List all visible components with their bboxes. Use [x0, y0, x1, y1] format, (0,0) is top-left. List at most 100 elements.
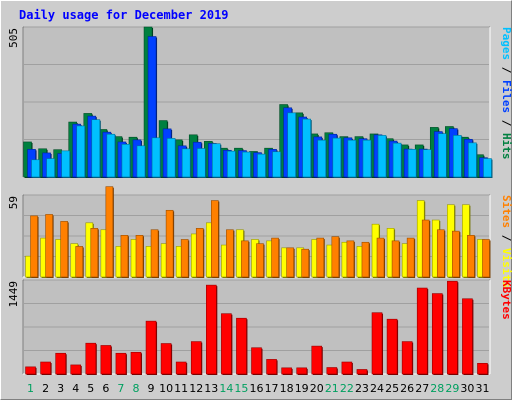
y-max-label: 59 [7, 196, 20, 209]
x-tick-label-24: 24 [370, 382, 384, 395]
panel-kbytes: 1449 KBytes [7, 279, 512, 375]
bar-kbytes-day-14 [221, 313, 232, 375]
bar-pages-day-4 [76, 125, 86, 178]
bar-kbytes-day-16 [251, 347, 262, 375]
bar-kbytes-day-10 [160, 343, 172, 375]
bar-kbytes-day-27 [416, 287, 428, 375]
x-tick-label-22: 22 [340, 382, 354, 395]
bar-pages-day-30 [468, 142, 477, 178]
x-axis-labels: 1 2 3 4 5 6 7 8 9 10 11 12 13 14 15 16 17 18 19 20 21 22 23 24 2… [27, 382, 489, 395]
x-tick-label-25: 25 [385, 382, 399, 395]
bar-kbytes-day-9 [145, 320, 157, 375]
y-max-label: 505 [7, 28, 20, 48]
bar-pages-day-8 [136, 145, 146, 178]
bar-kbytes-day-28 [431, 293, 443, 375]
y-max-label: 1449 [7, 281, 20, 308]
bar-sites-day-3 [60, 221, 68, 278]
bar-pages-day-23 [362, 139, 372, 178]
bar-pages-day-15 [242, 151, 251, 178]
bar-sites-day-1 [30, 215, 38, 278]
bar-kbytes-day-26 [401, 341, 413, 375]
bar-pages-day-18 [287, 112, 296, 178]
bar-sites-day-15 [241, 240, 249, 278]
bar-kbytes-day-3 [55, 352, 66, 375]
x-tick-label-31: 31 [475, 382, 489, 395]
panel-visits-sites: 59 Sites / Visits [7, 186, 512, 288]
bar-pages-day-29 [453, 135, 462, 178]
legend-separator: / [500, 113, 512, 133]
x-tick-label-28: 28 [430, 382, 444, 395]
bar-kbytes-day-30 [462, 298, 473, 375]
x-tick-label-2: 2 [42, 382, 49, 395]
x-tick-label-4: 4 [72, 382, 79, 395]
bar-kbytes-day-7 [115, 352, 127, 375]
bar-pages-day-2 [46, 158, 55, 178]
bar-kbytes-day-15 [236, 317, 247, 375]
bar-kbytes-day-13 [206, 284, 217, 375]
panel-pages-files-hits: 505 Pages / Files / Hits [7, 26, 512, 179]
x-tick-label-14: 14 [219, 382, 233, 395]
bar-sites-day-30 [467, 235, 475, 278]
bar-pages-day-28 [437, 133, 447, 178]
bar-pages-day-31 [483, 158, 492, 178]
legend-hits: Hits [500, 133, 512, 160]
x-tick-label-13: 13 [204, 382, 218, 395]
series-legend: Pages / Files / Hits [500, 27, 512, 160]
bar-pages-day-5 [91, 119, 101, 178]
bar-pages-day-27 [422, 149, 432, 178]
bar-kbytes-day-1 [25, 366, 36, 375]
bar-pages-day-20 [317, 139, 327, 178]
bar-kbytes-day-25 [386, 318, 398, 375]
bar-pages-day-16 [257, 153, 266, 178]
bar-pages-day-21 [332, 137, 342, 178]
bar-pages-day-25 [392, 142, 402, 178]
bar-sites-day-10 [165, 209, 174, 278]
x-tick-label-20: 20 [310, 382, 324, 395]
x-tick-label-21: 21 [325, 382, 339, 395]
bar-sites-day-2 [45, 214, 53, 278]
x-tick-label-18: 18 [280, 382, 294, 395]
legend-separator: / [500, 60, 512, 80]
bar-kbytes-day-5 [85, 342, 97, 375]
bar-kbytes-day-21 [326, 367, 338, 375]
bar-sites-day-4 [75, 246, 84, 278]
bar-sites-day-21 [331, 236, 340, 278]
x-tick-label-7: 7 [117, 382, 124, 395]
bar-kbytes-day-4 [70, 364, 82, 375]
bar-kbytes-day-12 [190, 341, 202, 375]
series-legend: KBytes [500, 280, 512, 320]
bar-kbytes-day-29 [447, 280, 458, 375]
bar-sites-day-5 [90, 228, 99, 278]
x-tick-label-5: 5 [87, 382, 94, 395]
x-tick-label-3: 3 [57, 382, 64, 395]
legend-sites: Sites [500, 195, 512, 228]
x-tick-label-9: 9 [148, 382, 155, 395]
x-tick-label-19: 19 [295, 382, 309, 395]
bar-pages-day-17 [272, 151, 281, 178]
legend-pages: Pages [500, 27, 512, 60]
bar-pages-day-14 [227, 150, 236, 178]
bar-kbytes-day-24 [371, 312, 383, 375]
bar-sites-day-24 [376, 237, 385, 278]
legend-separator: / [500, 228, 512, 248]
bar-sites-day-20 [316, 237, 325, 278]
bar-sites-day-11 [180, 239, 189, 278]
chart-title: Daily usage for December 2019 [19, 8, 229, 22]
bar-sites-day-12 [195, 228, 204, 278]
x-tick-label-26: 26 [400, 382, 414, 395]
bar-pages-day-11 [181, 148, 191, 178]
bar-kbytes-day-19 [296, 367, 307, 375]
bar-sites-day-25 [391, 240, 400, 278]
bar-kbytes-day-23 [356, 369, 368, 375]
x-tick-label-16: 16 [250, 382, 264, 395]
bar-pages-day-9 [151, 137, 161, 178]
legend-files: Files [500, 80, 512, 113]
x-tick-label-15: 15 [234, 382, 248, 395]
bar-pages-day-10 [166, 138, 176, 178]
x-tick-label-11: 11 [174, 382, 188, 395]
bar-kbytes-day-8 [130, 351, 142, 375]
x-tick-label-27: 27 [415, 382, 429, 395]
bar-sites-day-7 [120, 235, 129, 278]
bar-sites-day-29 [452, 230, 460, 278]
bar-pages-day-7 [121, 144, 131, 178]
